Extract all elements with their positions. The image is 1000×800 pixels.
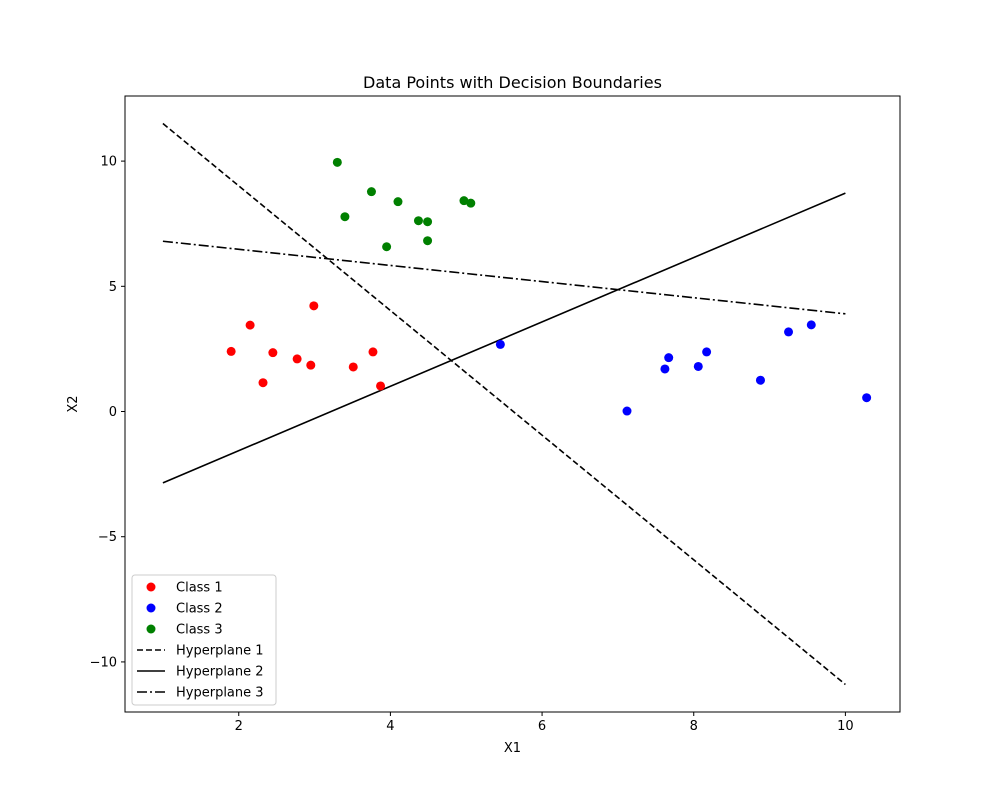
legend-item-hyperplane-2: Hyperplane 2 [137, 665, 264, 680]
legend-item-hyperplane-1: Hyperplane 1 [137, 644, 264, 659]
x-axis: 2 4 6 8 10 [235, 712, 854, 734]
y-axis: −10 −5 0 5 10 [90, 155, 125, 670]
class-2-point-4 [664, 353, 674, 363]
y-tick-label: 5 [109, 280, 117, 295]
hyperplane-1-line [162, 122, 846, 686]
hyperplane-lines [162, 122, 846, 686]
class-3-point-2 [340, 212, 350, 222]
legend-swatch-class-2 [146, 603, 156, 613]
legend-label-hyperplane-2: Hyperplane 2 [176, 665, 264, 680]
legend-swatch-class-1 [146, 582, 156, 592]
class-3-point-3 [366, 187, 376, 197]
legend-label-hyperplane-3: Hyperplane 3 [176, 686, 264, 701]
y-tick-label: −5 [98, 530, 117, 545]
y-axis-label: X2 [66, 395, 81, 412]
class-1-point-5 [292, 354, 302, 364]
legend-item-class-3: Class 3 [146, 623, 223, 638]
class-2-point-5 [693, 361, 703, 371]
class-3-point-7 [423, 217, 433, 227]
legend-box [131, 574, 277, 706]
class-2-point-7 [755, 375, 765, 385]
legend-item-class-2: Class 2 [146, 602, 223, 617]
legend-entries: Class 1 Class 2 Class 3 Hyperplane 1 Hyperpl… [137, 581, 264, 701]
class-2-point-2 [622, 406, 632, 416]
class-3-point-10 [466, 198, 476, 208]
hyperplane-2-line [162, 192, 846, 484]
class-1-point-1 [226, 346, 236, 356]
class-3-point-8 [423, 236, 433, 246]
class-2-point-10 [862, 393, 872, 403]
legend-label-class-1: Class 1 [176, 581, 223, 596]
x-tick-label: 6 [538, 719, 546, 734]
class-2-point-3 [660, 364, 670, 374]
class-3-point-4 [382, 242, 392, 252]
legend-swatch-class-3 [146, 624, 156, 634]
class-3-point-6 [413, 216, 423, 226]
chart-title: Data Points with Decision Boundaries [363, 73, 662, 92]
x-tick-label: 10 [837, 719, 854, 734]
legend-item-class-1: Class 1 [146, 581, 223, 596]
class-3-point-9 [459, 196, 469, 206]
class-1-point-10 [376, 381, 386, 391]
y-tick-label: 10 [100, 155, 117, 170]
x-tick-label: 8 [690, 719, 698, 734]
class-1-point-2 [245, 320, 255, 330]
class-3-point-1 [332, 157, 342, 167]
x-axis-label: X1 [504, 741, 521, 756]
class-2-point-9 [806, 320, 816, 330]
class-2-point-1 [495, 339, 505, 349]
class-1-point-8 [348, 362, 358, 372]
class-2-point-6 [702, 347, 712, 357]
class-1-point-6 [306, 360, 316, 370]
class-2-point-8 [784, 327, 794, 337]
legend-label-hyperplane-1: Hyperplane 1 [176, 644, 264, 659]
plot-area [162, 122, 872, 686]
legend-label-class-3: Class 3 [176, 623, 223, 638]
hyperplane-3-line [162, 240, 846, 315]
class-1-point-7 [309, 301, 319, 311]
class-3-point-5 [393, 197, 403, 207]
class-1-point-3 [258, 378, 268, 388]
class-1-point-4 [268, 348, 278, 358]
data-points [226, 157, 872, 416]
axes-frame [124, 95, 901, 713]
x-tick-label: 4 [386, 719, 394, 734]
x-tick-label: 2 [235, 719, 243, 734]
y-tick-label: 0 [109, 405, 117, 420]
legend-label-class-2: Class 2 [176, 602, 223, 617]
class-1-point-9 [368, 347, 378, 357]
legend-item-hyperplane-3: Hyperplane 3 [137, 686, 264, 701]
legend: Class 1 Class 2 Class 3 Hyperplane 1 Hyperpl… [131, 574, 277, 706]
y-tick-label: −10 [90, 655, 117, 670]
